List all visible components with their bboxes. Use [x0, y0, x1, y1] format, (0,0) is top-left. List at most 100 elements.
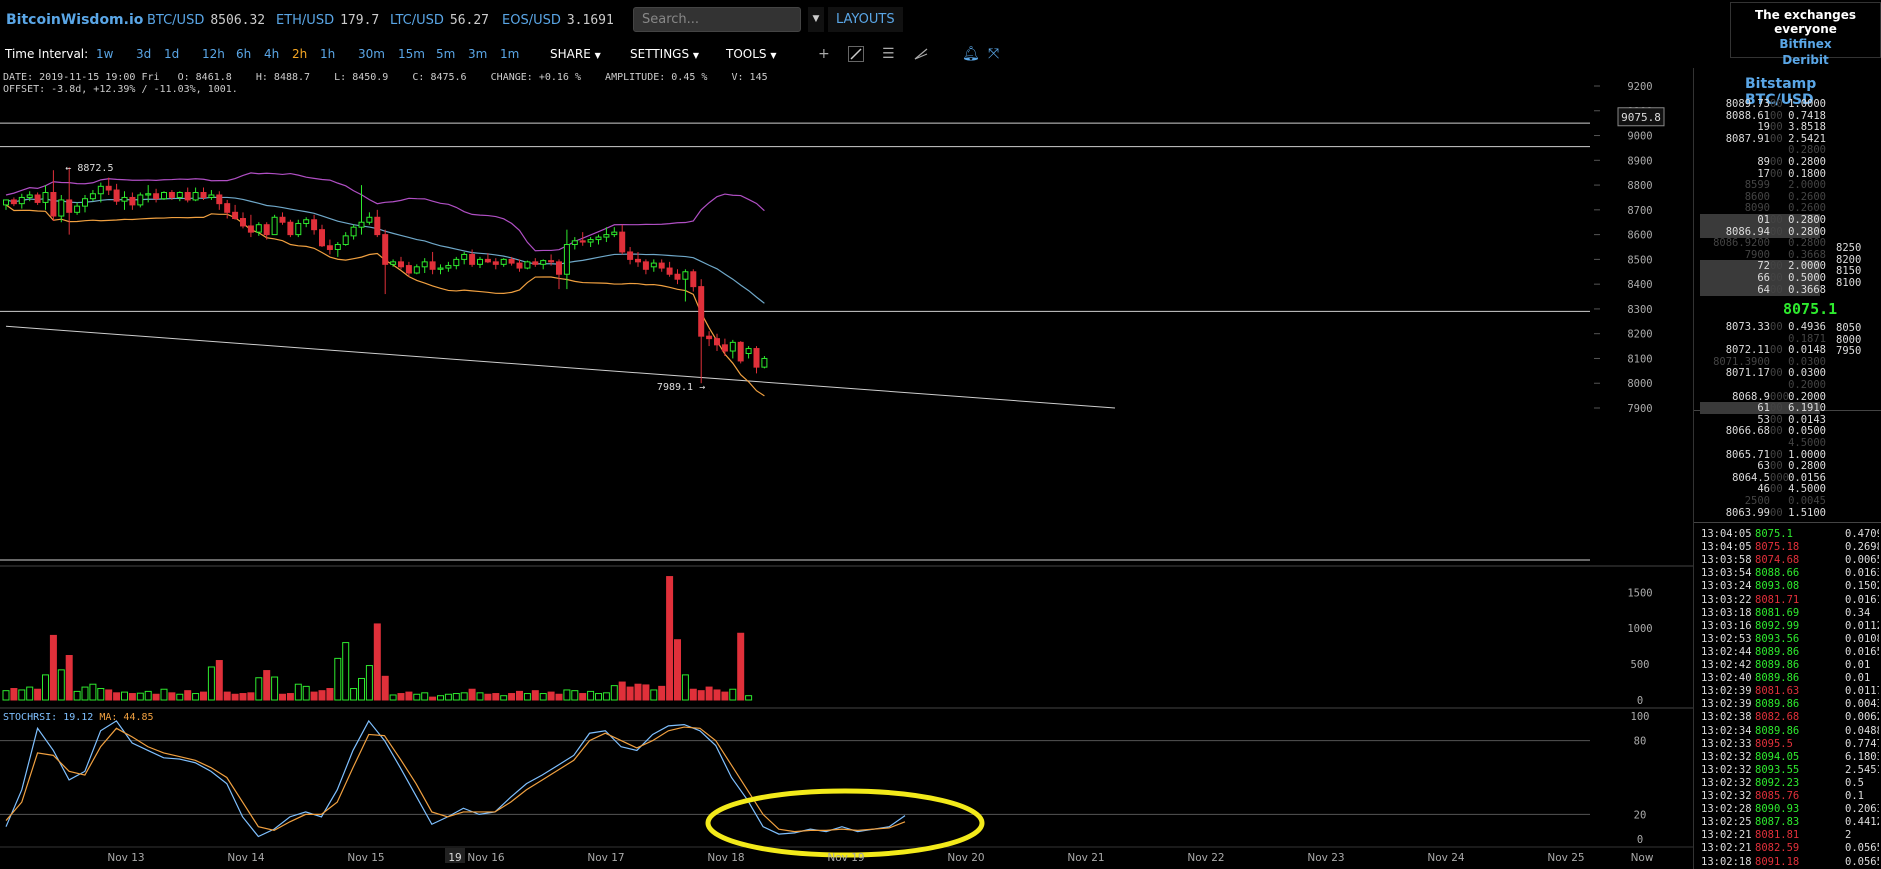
orderbook-price-suffix: 00: [1770, 460, 1783, 473]
orderbook-amount: 0.3668: [1788, 248, 1826, 261]
interval-5m[interactable]: 5m: [436, 47, 456, 61]
horizontal-lines-icon[interactable]: ☰: [882, 46, 895, 62]
orderbook-price: 8089.73: [1725, 98, 1770, 110]
volume-bar: [57, 669, 65, 701]
ticker-symbol: ETH/USD: [276, 13, 335, 28]
interval-4h[interactable]: 4h: [264, 47, 280, 61]
orderbook-amount: 1.0000: [1788, 448, 1826, 461]
interval-6h[interactable]: 6h: [236, 47, 252, 61]
trade-time: 13:02:32: [1701, 790, 1752, 802]
fullscreen-icon[interactable]: ⤧: [988, 46, 1000, 62]
fib-tool-icon[interactable]: [914, 46, 928, 64]
share-label: SHARE: [550, 47, 591, 61]
orderbook-bid-row: 0.2000: [1700, 379, 1826, 391]
candle-body: [287, 221, 294, 236]
alert-bell-icon[interactable]: 🔔︎: [962, 46, 980, 62]
candle-body: [255, 224, 262, 233]
ticker-eos[interactable]: EOS/USD 3.1691: [502, 13, 614, 28]
volume-bar: [350, 688, 358, 701]
candle-body: [303, 219, 310, 224]
orderbook-price-suffix: 00: [1770, 483, 1783, 496]
trade-price: 8088.66: [1755, 567, 1800, 580]
logo[interactable]: BitcoinWisdom.io: [6, 12, 144, 28]
volume-bar: [563, 689, 571, 701]
orderbook-amount: 0.2600: [1788, 190, 1826, 203]
interval-1m[interactable]: 1m: [500, 47, 520, 61]
x-tick-label: Nov 20: [947, 852, 984, 864]
interval-3d[interactable]: 3d: [136, 47, 152, 61]
tools-menu[interactable]: TOOLS ▼: [726, 47, 777, 61]
orderbook-amount: 0.2800: [1788, 225, 1826, 238]
candle-info-line-1: DATE: 2019-11-15 19:00 Fri O: 8461.8 H: …: [3, 72, 768, 83]
trade-volume: 0.0163: [1845, 567, 1879, 580]
interval-1h[interactable]: 1h: [320, 47, 336, 61]
orderbook-amount: 0.2800: [1788, 144, 1826, 157]
share-menu[interactable]: SHARE ▼: [550, 47, 601, 61]
trade-price: 8085.76: [1755, 790, 1800, 802]
trade-price: 8093.56: [1755, 632, 1800, 645]
trade-price: 8089.86: [1755, 672, 1800, 685]
orderbook-ask-row: 0.2800: [1700, 144, 1826, 156]
trade-price: 8081.69: [1755, 606, 1800, 619]
orderbook-amount: 0.0148: [1788, 344, 1826, 357]
volume-bar: [389, 694, 397, 701]
search-input[interactable]: [633, 7, 801, 32]
x-tick-label: Nov 22: [1187, 852, 1224, 864]
candle-body: [113, 189, 120, 202]
interval-1d[interactable]: 1d: [164, 47, 180, 61]
orderbook-bid-row: 5300 0.0143: [1700, 414, 1826, 426]
interval-30m[interactable]: 30m: [358, 47, 385, 61]
volume-bar: [729, 688, 737, 701]
interval-15m[interactable]: 15m: [398, 47, 425, 61]
trade-price: 8074.68: [1755, 554, 1800, 567]
candle-body: [429, 261, 436, 270]
trade-volume: 0.0565: [1845, 842, 1879, 855]
interval-3m[interactable]: 3m: [468, 47, 488, 61]
volume-bar: [113, 692, 121, 701]
interval-1w[interactable]: 1w: [96, 47, 114, 61]
volume-bar: [492, 693, 500, 701]
crosshair-icon[interactable]: +: [818, 46, 830, 62]
trade-volume: 0.01: [1845, 672, 1871, 685]
settings-menu[interactable]: SETTINGS ▼: [630, 47, 699, 61]
trade-time: 13:04:05: [1701, 541, 1752, 554]
search-dropdown-icon[interactable]: ▼: [808, 7, 824, 32]
volume-bar: [302, 685, 310, 701]
draw-line-icon[interactable]: [848, 46, 864, 62]
ticker-btc[interactable]: BTC/USD 8506.32: [147, 13, 265, 28]
interval-12h[interactable]: 12h: [202, 47, 225, 61]
orderbook-price-suffix: 00: [1770, 109, 1783, 122]
volume-bar: [136, 692, 144, 701]
price-annotation: ← 8872.5: [65, 163, 113, 174]
volume-bar: [658, 685, 666, 701]
exchange-link-bitfinex[interactable]: Bitfinex: [1779, 37, 1832, 51]
layouts-button[interactable]: LAYOUTS: [828, 7, 903, 32]
orderbook-ask-row: 8086.9400 0.2800: [1700, 225, 1826, 238]
orderbook-amount: 0.2000: [1788, 379, 1826, 391]
trade-time: 13:02:34: [1701, 724, 1752, 737]
ticker-ltc[interactable]: LTC/USD 56.27: [390, 13, 489, 28]
volume-bar: [721, 691, 729, 701]
candle-body: [382, 234, 389, 265]
top-bar: BitcoinWisdom.io BTC/USD 8506.32 ETH/USD 1…: [0, 0, 1881, 40]
volume-tick-label: 1500: [1627, 587, 1652, 599]
orderbook-ask-row: 1900 3.8518: [1700, 121, 1826, 133]
chevron-down-icon: ▼: [594, 51, 601, 60]
volume-bar: [705, 686, 713, 701]
trade-time: 13:03:16: [1701, 619, 1752, 632]
ticker-eth[interactable]: ETH/USD 179.7: [276, 13, 379, 28]
ticker-price: 179.7: [340, 13, 380, 28]
trade-row: 13:02:21 8081.81 2: [1701, 829, 1879, 841]
orderbook-ask-row: 8599 2.0000: [1700, 179, 1826, 191]
candle-body: [50, 192, 57, 217]
exchange-link-deribit[interactable]: Deribit: [1782, 53, 1829, 67]
interval-2h[interactable]: 2h: [292, 47, 308, 61]
trade-volume: 0.7747: [1845, 737, 1879, 750]
orderbook-price: 61: [1757, 402, 1770, 415]
